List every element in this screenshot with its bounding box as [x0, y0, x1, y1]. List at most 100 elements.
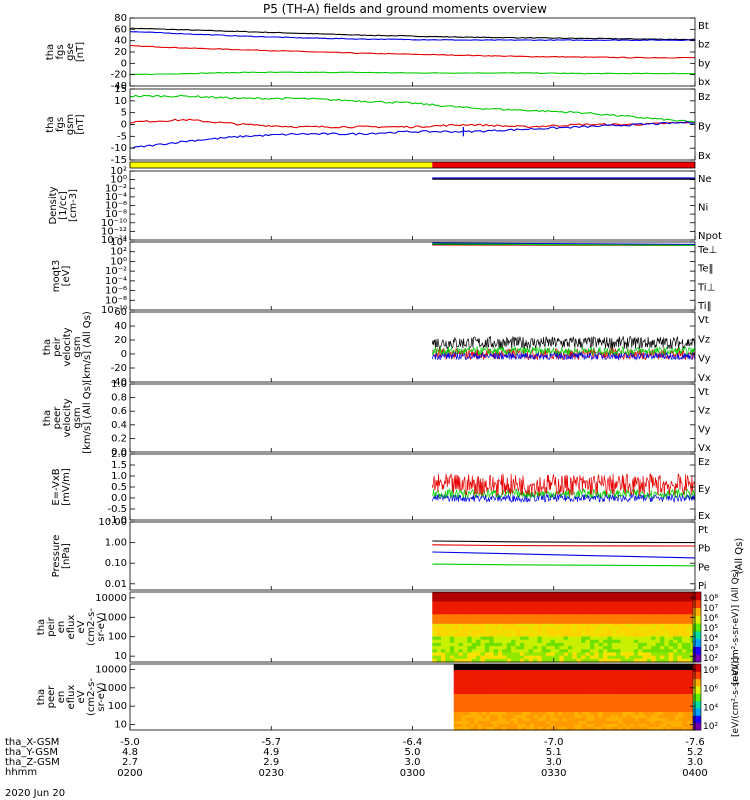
- ytick-label-fgs_gsm: 10: [114, 96, 127, 107]
- ytick-label-peir_vel: 60: [114, 307, 127, 318]
- ylabel-line-pressure: [nPa]: [61, 543, 72, 569]
- ylabel-line-temp: [eV]: [61, 266, 72, 287]
- ytick-label-peer_vel: 0.8: [111, 393, 127, 404]
- ytick-label-fgs_gsm: -5: [117, 131, 127, 142]
- ylabel-line-fgs_gsm: gsm: [65, 114, 76, 135]
- status-segment-1: [432, 162, 695, 168]
- legend-label-fgs_gse-3: bx: [698, 77, 710, 88]
- colorbar-band-peir_spec-0: [693, 654, 701, 663]
- legend-label-temp-2: Ti⊥: [697, 282, 715, 293]
- ytick-label-fgs_gse: 60: [114, 24, 127, 35]
- series-line-fgs_gse-by: [129, 71, 696, 76]
- legend-label-fgs_gsm-2: Bx: [698, 151, 711, 162]
- ytick-label-peir_vel: 40: [114, 321, 127, 332]
- ylabel-line-peer_vel: velocity: [62, 398, 73, 437]
- ylabel-line-peer_spec: eV: [76, 690, 87, 703]
- colorbar-band-peer_spec-2: [693, 708, 701, 716]
- ytick-label-temp: 10⁻⁶: [105, 286, 127, 297]
- xtick-Z: 2.7: [122, 757, 138, 768]
- series-line-temp-Ti⊥: [432, 242, 696, 245]
- ytick-label-temp: 10⁻²: [105, 266, 127, 277]
- ytick-label-efield: 1.0: [111, 471, 127, 482]
- legend-label-peer_vel-2: Vy: [698, 424, 711, 435]
- chart-title: P5 (TH-A) fields and ground moments over…: [263, 2, 547, 16]
- legend-label-pressure-3: Pi: [698, 581, 707, 592]
- panel-peir_spec: [129, 591, 702, 663]
- ytick-label-fgs_gse: 0: [121, 58, 127, 69]
- legend-label-fgs_gsm-1: By: [698, 122, 711, 133]
- ylabel-line-peir_vel: gsm: [72, 336, 83, 357]
- ytick-label-fgs_gse: 20: [114, 47, 127, 58]
- ytick-label-efield: 2.0: [111, 449, 127, 460]
- xaxis-row-label: hhmm: [5, 767, 37, 778]
- legend-label-peir_vel-0: Vt: [698, 315, 709, 326]
- panel-peer_vel: [129, 383, 696, 453]
- ylabel-line-peer_spec: (cm2-s-: [86, 678, 97, 716]
- ylabel-line-peer_spec: sr-eV): [96, 682, 107, 711]
- ylabel-line-peir_vel: tha: [42, 339, 53, 355]
- ytick-label-peer_vel: 0.0: [111, 447, 127, 458]
- ylabel-line-peir_vel: peir: [52, 336, 63, 356]
- colorbar-tick: 10⁵: [703, 624, 718, 634]
- series-line-fgs_gsm-Bz: [129, 118, 696, 129]
- ytick-label-fgs_gsm: 0: [121, 120, 127, 131]
- ytick-label-density: 10⁻⁴: [105, 192, 127, 203]
- panel-peir_vel: [129, 311, 696, 383]
- series-line-pressure-Pt: [432, 540, 696, 544]
- panel-efield: [129, 453, 696, 521]
- colorbar-frame-peer_spec: [692, 663, 702, 731]
- legend-label-efield-1: Ey: [698, 484, 710, 495]
- legend-label-pressure-0: Pt: [698, 525, 708, 536]
- legend-label-density-1: Ni: [698, 203, 708, 214]
- series-line-peir_vel-Vt: [431, 335, 696, 351]
- ytick-label-pressure: 10.00: [98, 517, 127, 528]
- xaxis-row-label: tha_Y-GSM: [5, 747, 58, 758]
- colorbar-tick: 10⁶: [703, 685, 718, 695]
- ytick-label-density: 10²: [110, 166, 127, 177]
- ytick-label-temp: 10⁰: [110, 256, 127, 267]
- legend-label-density-0: Ne: [698, 174, 712, 185]
- ylabel-line-fgs_gsm: fgs: [55, 117, 66, 132]
- legend-label-peir_vel-3: Vx: [698, 373, 711, 384]
- ytick-label-peer_spec: 100: [108, 701, 127, 712]
- ylabel-line-peir_spec: (cm2-s-: [86, 608, 97, 646]
- colorbar-band-peer_spec-6: [693, 678, 701, 687]
- panel-fgs_gse: [129, 17, 696, 87]
- ytick-label-temp: 10⁴: [110, 237, 127, 248]
- legend-label-fgs_gse-0: Bt: [698, 21, 709, 32]
- panel-fgs_gsm: [129, 88, 696, 161]
- ylabel-line-fgs_gse: tha: [45, 44, 56, 60]
- xtick-X: -5.0: [120, 737, 140, 748]
- ylabel-line-fgs_gsm: [nT]: [75, 114, 86, 134]
- ylabel-line-density: [1/cc]: [58, 191, 69, 220]
- legend-label-density-2: Npot: [698, 231, 722, 242]
- legend-label-fgs_gse-1: bz: [698, 40, 710, 51]
- panel-pressure: [129, 521, 696, 591]
- ytick-label-fgs_gse: -40: [111, 81, 127, 92]
- ytick-label-fgs_gsm: -10: [111, 143, 127, 154]
- ylabel-line-peir_spec: en: [56, 621, 67, 634]
- colorbar-band-peer_spec-7: [693, 671, 701, 680]
- series-line-temp-Ti‖: [432, 243, 696, 246]
- ytick-label-efield: -1.0: [107, 515, 127, 526]
- xtick-X: -7.6: [685, 737, 705, 748]
- panel-frame-peer_vel: [129, 383, 696, 453]
- ytick-label-density: 10⁻¹⁴: [101, 235, 127, 246]
- colorbar-band-peir_spec-6: [693, 607, 701, 616]
- series-line-peir_vel-Vx: [431, 351, 696, 361]
- series-line-peir_vel-Vy: [431, 345, 696, 357]
- legend-label-efield-0: Ez: [698, 457, 710, 468]
- legend-label-peer_vel-1: Vz: [698, 406, 710, 417]
- ytick-label-peir_spec: 10000: [95, 593, 127, 604]
- panel-status_bar: [129, 161, 696, 169]
- legend-label-pressure-2: Pe: [698, 562, 710, 573]
- legend-note: (All Qs): [734, 538, 745, 575]
- ytick-label-peir_spec: 100: [108, 632, 127, 643]
- ytick-label-peer_vel: 0.6: [111, 406, 127, 417]
- series-line-fgs_gse-bx: [129, 31, 696, 41]
- xtick-Z: 3.0: [405, 757, 421, 768]
- legend-label-pressure-1: Pb: [698, 544, 710, 555]
- panel-frame-temp: [129, 241, 696, 311]
